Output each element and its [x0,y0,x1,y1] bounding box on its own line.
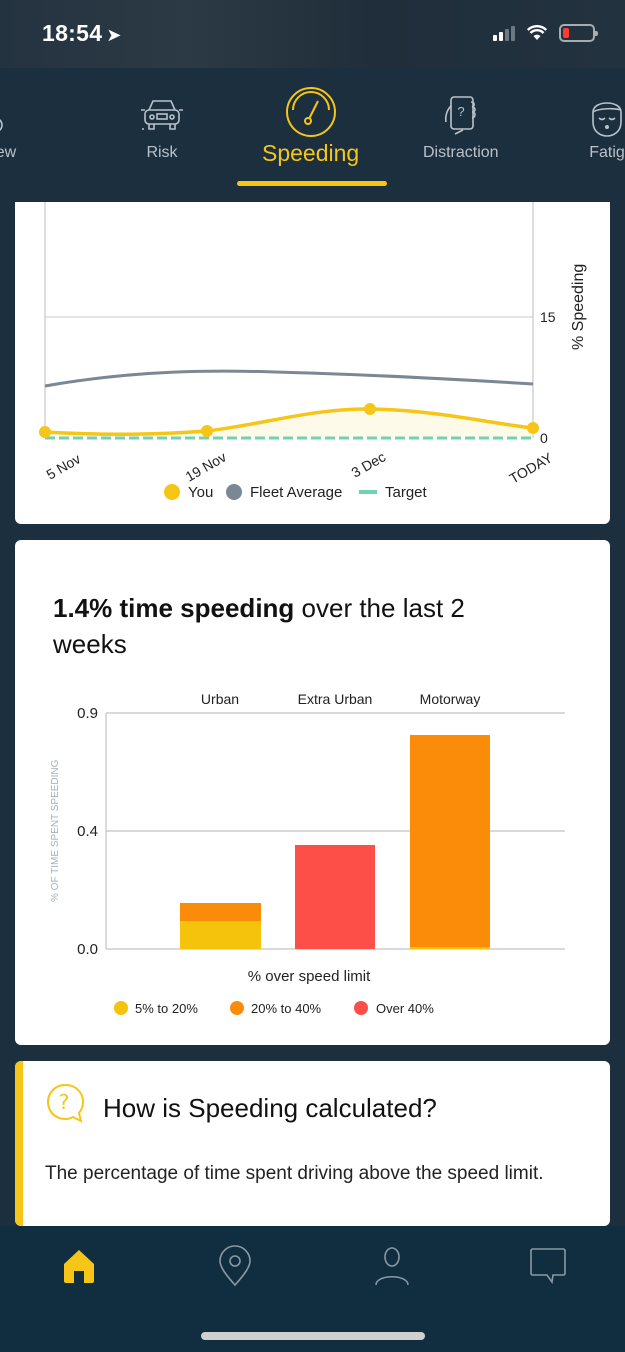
x-tick: 5 Nov [44,450,84,482]
tab-distraction[interactable]: ? Distraction [423,88,499,162]
car-icon [139,88,185,144]
tab-label: Speeding [262,140,360,166]
speeding-breakdown-chart: Urban Extra Urban Motorway 0.9 0.4 0.0 %… [50,691,565,1016]
nav-profile[interactable] [370,1244,414,1288]
bottom-nav [0,1226,625,1352]
summary-highlight: 1.4% time speeding [53,593,295,623]
chart-legend: You Fleet Average Target [164,484,428,501]
you-point[interactable] [201,425,213,437]
active-tab-indicator [237,181,387,186]
user-icon [375,1247,409,1286]
x-tick: 3 Dec [349,448,389,480]
status-icons [493,24,598,42]
home-icon [64,1250,94,1283]
phone-in-hand-icon: ? [441,88,481,144]
map-pin-star-icon: ★ [0,88,15,144]
bar-extra-urban-over-40[interactable] [295,845,375,949]
y-tick: 0.4 [77,823,98,840]
svg-text:?: ? [457,104,464,119]
speeding-trend-card: 15 0 % Speeding 5 Nov 19 Nov 3 Dec TODAY… [15,202,610,524]
legend-dot-you [164,484,180,500]
info-title: How is Speeding calculated? [103,1093,437,1123]
nav-messages[interactable] [526,1244,570,1288]
speeding-trend-chart: 15 0 % Speeding 5 Nov 19 Nov 3 Dec TODAY… [39,202,587,501]
you-point[interactable] [527,422,539,434]
status-time: 18:54 ➤ [42,20,122,47]
legend-dash-target [359,490,377,494]
how-calculated-card[interactable]: ? How is Speeding calculated? The percen… [15,1061,610,1226]
wifi-icon [527,25,547,40]
x-axis-label: % over speed limit [248,968,371,985]
legend-dot [230,1001,244,1015]
x-tick: TODAY [507,449,556,487]
svg-text:20% to 40%: 20% to 40% [251,1001,322,1016]
question-bubble-icon: ? [45,1083,85,1130]
nav-home[interactable] [57,1244,101,1288]
card-accent-bar [15,1061,23,1226]
bar-motorway-20-40[interactable] [410,735,490,947]
x-tick: 19 Nov [183,449,229,485]
speeding-breakdown-card: 1.4% time speeding over the last 2 weeks… [15,540,610,1045]
svg-text:You: You [188,484,213,501]
bar-motorway-5-20[interactable] [410,947,490,949]
nav-location[interactable] [213,1244,257,1288]
svg-text:?: ? [59,1090,70,1114]
legend-dot [114,1001,128,1015]
y-tick: 0.9 [77,705,98,722]
tired-face-icon [587,88,625,144]
svg-text:Fleet Average: Fleet Average [250,484,342,501]
location-arrow-icon: ➤ [106,25,122,45]
bar-urban-5-20[interactable] [180,921,261,949]
category-label: Urban [201,691,239,707]
summary-text: over the last 2 weeks [53,593,465,659]
fleet-average-line [44,369,534,388]
info-body: The percentage of time spent driving abo… [45,1163,544,1184]
speeding-summary: 1.4% time speeding over the last 2 weeks [53,590,523,662]
legend-dot [354,1001,368,1015]
y-axis-label: % OF TIME SPENT SPEEDING [50,759,61,902]
svg-text:5% to 20%: 5% to 20% [135,1001,198,1016]
y-tick: 15 [540,309,556,325]
you-line [44,407,534,436]
map-pin-icon [219,1245,251,1287]
tab-risk[interactable]: Risk [139,88,185,162]
speedometer-icon [285,84,337,140]
y-tick: 0 [540,430,548,446]
bar-legend: 5% to 20% 20% to 40% Over 40% [114,1001,434,1016]
battery-icon [559,24,598,42]
tab-label: erview [0,144,17,161]
chat-icon [530,1248,566,1285]
tab-label: Risk [146,144,178,161]
bar-urban-20-40[interactable] [180,903,261,921]
category-tabs: ★ erview Risk Speeding [0,68,625,200]
svg-text:Target: Target [385,484,428,501]
you-point[interactable] [364,403,376,415]
tab-fatigue[interactable]: Fatig [587,88,625,162]
you-point[interactable] [39,426,51,438]
y-axis-label: % Speeding [570,264,587,350]
home-indicator[interactable] [201,1332,425,1340]
svg-text:Over 40%: Over 40% [376,1001,434,1016]
status-bar: 18:54 ➤ [0,0,625,68]
category-label: Extra Urban [298,691,373,707]
y-tick: 0.0 [77,941,98,958]
tab-label: Fatig [589,144,625,161]
tab-overview[interactable]: ★ erview [0,88,16,162]
tab-speeding[interactable]: Speeding [262,84,359,167]
cellular-signal-icon [493,25,515,41]
tab-label: Distraction [423,144,499,161]
clock: 18:54 [42,20,103,46]
category-label: Motorway [420,691,481,707]
legend-dot-fleet [226,484,242,500]
